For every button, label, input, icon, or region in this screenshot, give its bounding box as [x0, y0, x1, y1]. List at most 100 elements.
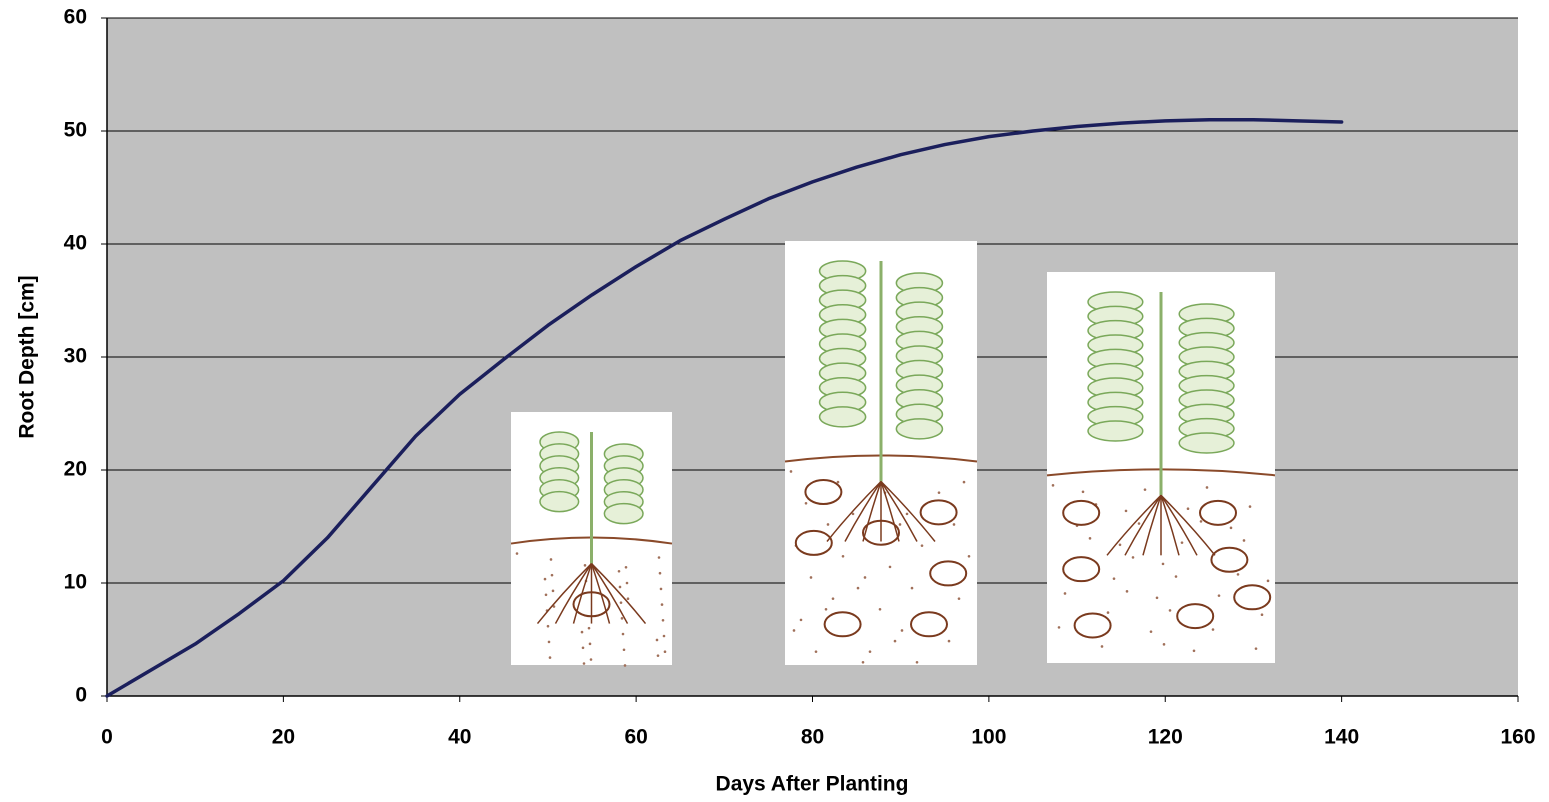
soil-speck — [1243, 539, 1246, 542]
soil-speck — [664, 650, 667, 653]
soil-speck — [889, 566, 892, 569]
soil-speck — [1132, 556, 1135, 559]
soil-speck — [1150, 630, 1153, 633]
chart: 0102030405060020406080100120140160 Days … — [0, 0, 1549, 802]
x-tick-label: 0 — [101, 726, 113, 749]
soil-speck — [857, 587, 860, 590]
x-tick-label: 160 — [1500, 726, 1535, 749]
soil-speck — [627, 597, 630, 600]
soil-speck — [1101, 645, 1104, 648]
soil-speck — [800, 619, 803, 622]
soil-speck — [1052, 484, 1055, 487]
soil-speck — [620, 601, 623, 604]
soil-speck — [516, 552, 519, 555]
soil-speck — [662, 619, 665, 622]
soil-speck — [1212, 628, 1215, 631]
soil-speck — [581, 631, 584, 634]
soil-speck — [899, 523, 902, 526]
leaf — [896, 419, 942, 439]
soil-speck — [549, 656, 552, 659]
tuber — [921, 500, 957, 524]
soil-speck — [625, 566, 628, 569]
x-tick-label: 140 — [1324, 726, 1359, 749]
soil-speck — [1237, 573, 1240, 576]
soil-speck — [953, 523, 956, 526]
soil-speck — [1113, 577, 1116, 580]
soil-speck — [626, 582, 629, 585]
soil-speck — [842, 555, 845, 558]
soil-speck — [1206, 486, 1209, 489]
x-tick-label: 60 — [624, 726, 647, 749]
soil-speck — [1193, 649, 1196, 652]
tuber — [825, 612, 861, 636]
leaf — [540, 492, 579, 512]
y-tick-label: 60 — [64, 6, 87, 29]
soil-speck — [1119, 543, 1122, 546]
tuber — [796, 531, 832, 555]
soil-speck — [544, 578, 547, 581]
soil-speck — [825, 608, 828, 611]
soil-speck — [656, 639, 659, 642]
x-tick-label: 20 — [272, 726, 295, 749]
soil-speck — [1181, 541, 1184, 544]
soil-speck — [589, 643, 592, 646]
soil-speck — [547, 625, 550, 628]
soil-speck — [1163, 643, 1166, 646]
soil-speck — [623, 648, 626, 651]
soil-speck — [862, 661, 865, 664]
soil-speck — [658, 556, 661, 559]
soil-speck — [963, 481, 966, 484]
soil-speck — [793, 629, 796, 632]
soil-speck — [1230, 527, 1233, 530]
tuber — [1063, 501, 1099, 525]
soil-speck — [624, 664, 627, 667]
soil-speck — [660, 588, 663, 591]
soil-speck — [1261, 613, 1264, 616]
soil-speck — [968, 555, 971, 558]
y-axis-title: Root Depth [cm] — [16, 275, 39, 438]
soil-speck — [582, 647, 585, 650]
soil-speck — [938, 491, 941, 494]
soil-speck — [921, 544, 924, 547]
plant-illustration — [785, 241, 977, 665]
soil-speck — [622, 633, 625, 636]
soil-speck — [621, 617, 624, 620]
x-tick-label: 100 — [971, 726, 1006, 749]
soil-speck — [550, 558, 553, 561]
x-tick-label: 80 — [801, 726, 824, 749]
soil-speck — [657, 654, 660, 657]
soil-speck — [1064, 592, 1067, 595]
soil-speck — [661, 603, 664, 606]
soil-speck — [1169, 609, 1172, 612]
soil-speck — [948, 640, 951, 643]
soil-speck — [1089, 537, 1092, 540]
soil-speck — [588, 627, 591, 630]
soil-speck — [911, 587, 914, 590]
soil-speck — [1058, 626, 1061, 629]
soil-speck — [906, 513, 909, 516]
soil-speck — [619, 586, 622, 589]
plant-illustration — [1047, 272, 1275, 663]
soil-speck — [1126, 590, 1129, 593]
soil-speck — [659, 572, 662, 575]
soil-speck — [790, 470, 793, 473]
soil-speck — [1187, 507, 1190, 510]
soil-speck — [810, 576, 813, 579]
tuber — [1075, 613, 1111, 637]
soil-speck — [1156, 596, 1159, 599]
leaf — [820, 407, 866, 427]
soil-speck — [1107, 611, 1110, 614]
y-tick-label: 40 — [64, 232, 87, 255]
soil-speck — [815, 650, 818, 653]
x-tick-label: 40 — [448, 726, 471, 749]
tuber — [1200, 501, 1236, 525]
soil-speck — [618, 570, 621, 573]
y-tick-label: 50 — [64, 119, 87, 142]
soil-speck — [805, 502, 808, 505]
soil-speck — [584, 564, 587, 567]
soil-speck — [663, 635, 666, 638]
soil-speck — [1125, 510, 1128, 513]
soil-speck — [1082, 490, 1085, 493]
soil-speck — [1200, 520, 1203, 523]
y-tick-label: 30 — [64, 345, 87, 368]
